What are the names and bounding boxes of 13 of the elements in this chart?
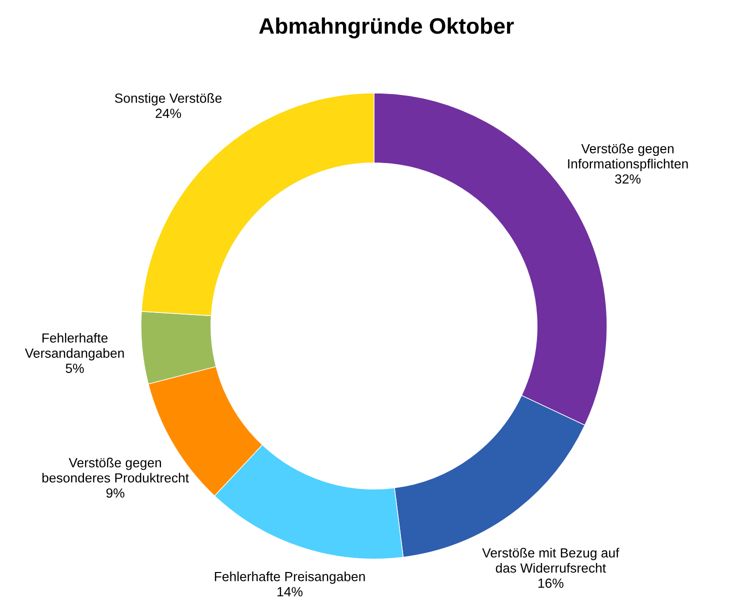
slice-label: Verstöße mit Bezug auf das Widerrufsrecht — [482, 548, 620, 573]
chart-title: Abmahngründe Oktober — [259, 18, 514, 38]
slice-label: Fehlerhafte Preisangaben — [214, 572, 365, 584]
data-label: 14% — [278, 587, 302, 596]
slice-label: Verstöße gegen besonderes Produktrecht — [42, 458, 189, 483]
slice-label: Verstöße gegen Informationspflichten — [568, 144, 688, 172]
data-label: 5% — [66, 364, 84, 373]
data-label: 32% — [615, 174, 641, 184]
slice-label: Fehlerhafte Versandangaben — [24, 332, 124, 360]
data-label: 24% — [156, 108, 181, 118]
slice-label: Sonstige Verstöße — [114, 93, 222, 106]
data-label: 9% — [106, 488, 124, 498]
data-label: 16% — [538, 578, 564, 588]
